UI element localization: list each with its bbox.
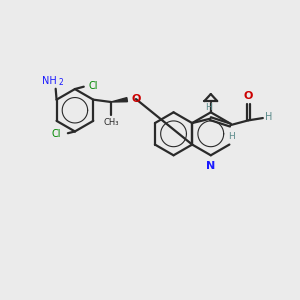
- Text: O: O: [131, 94, 141, 104]
- Text: 2: 2: [58, 78, 63, 87]
- Text: O: O: [243, 91, 253, 101]
- Text: CH₃: CH₃: [103, 118, 119, 127]
- Text: H: H: [265, 112, 273, 122]
- Text: Cl: Cl: [52, 129, 61, 140]
- Text: H: H: [229, 132, 235, 141]
- Polygon shape: [111, 98, 128, 102]
- Text: Cl: Cl: [88, 80, 98, 91]
- Text: N: N: [206, 160, 215, 171]
- Text: H: H: [205, 103, 212, 112]
- Text: NH: NH: [42, 76, 57, 86]
